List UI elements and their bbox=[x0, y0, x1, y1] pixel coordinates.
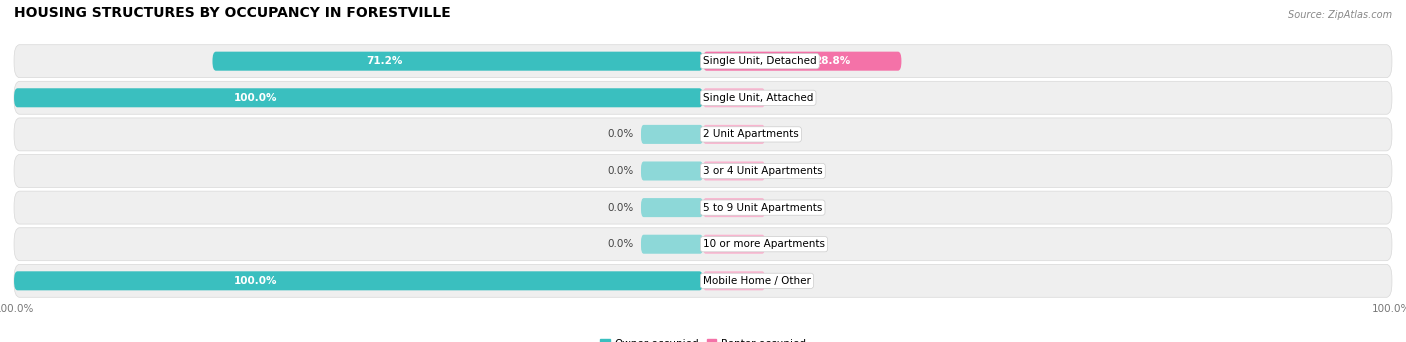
FancyBboxPatch shape bbox=[703, 52, 901, 71]
Text: 0.0%: 0.0% bbox=[607, 166, 634, 176]
Text: 0.0%: 0.0% bbox=[772, 166, 799, 176]
FancyBboxPatch shape bbox=[703, 88, 765, 107]
FancyBboxPatch shape bbox=[703, 235, 765, 254]
FancyBboxPatch shape bbox=[641, 161, 703, 181]
FancyBboxPatch shape bbox=[14, 81, 1392, 114]
Text: 5 to 9 Unit Apartments: 5 to 9 Unit Apartments bbox=[703, 202, 823, 213]
Text: 0.0%: 0.0% bbox=[607, 129, 634, 140]
Text: Single Unit, Detached: Single Unit, Detached bbox=[703, 56, 817, 66]
Text: 100.0%: 100.0% bbox=[233, 93, 277, 103]
FancyBboxPatch shape bbox=[14, 155, 1392, 187]
Text: 0.0%: 0.0% bbox=[772, 276, 799, 286]
Legend: Owner-occupied, Renter-occupied: Owner-occupied, Renter-occupied bbox=[596, 334, 810, 342]
FancyBboxPatch shape bbox=[14, 228, 1392, 261]
FancyBboxPatch shape bbox=[212, 52, 703, 71]
FancyBboxPatch shape bbox=[703, 161, 765, 181]
FancyBboxPatch shape bbox=[641, 235, 703, 254]
Text: 3 or 4 Unit Apartments: 3 or 4 Unit Apartments bbox=[703, 166, 823, 176]
FancyBboxPatch shape bbox=[14, 264, 1392, 297]
FancyBboxPatch shape bbox=[703, 271, 765, 290]
Text: 10 or more Apartments: 10 or more Apartments bbox=[703, 239, 825, 249]
FancyBboxPatch shape bbox=[14, 88, 703, 107]
FancyBboxPatch shape bbox=[703, 125, 765, 144]
FancyBboxPatch shape bbox=[703, 198, 765, 217]
Text: 100.0%: 100.0% bbox=[233, 276, 277, 286]
Text: Single Unit, Attached: Single Unit, Attached bbox=[703, 93, 814, 103]
Text: 0.0%: 0.0% bbox=[607, 239, 634, 249]
FancyBboxPatch shape bbox=[641, 125, 703, 144]
Text: 28.8%: 28.8% bbox=[814, 56, 851, 66]
Text: 0.0%: 0.0% bbox=[607, 202, 634, 213]
Text: Mobile Home / Other: Mobile Home / Other bbox=[703, 276, 811, 286]
Text: 0.0%: 0.0% bbox=[772, 93, 799, 103]
FancyBboxPatch shape bbox=[14, 271, 703, 290]
Text: 2 Unit Apartments: 2 Unit Apartments bbox=[703, 129, 799, 140]
Text: 0.0%: 0.0% bbox=[772, 239, 799, 249]
Text: 0.0%: 0.0% bbox=[772, 129, 799, 140]
Text: 0.0%: 0.0% bbox=[772, 202, 799, 213]
Text: 71.2%: 71.2% bbox=[366, 56, 402, 66]
Text: Source: ZipAtlas.com: Source: ZipAtlas.com bbox=[1288, 10, 1392, 20]
Text: HOUSING STRUCTURES BY OCCUPANCY IN FORESTVILLE: HOUSING STRUCTURES BY OCCUPANCY IN FORES… bbox=[14, 6, 451, 20]
FancyBboxPatch shape bbox=[14, 45, 1392, 78]
FancyBboxPatch shape bbox=[641, 198, 703, 217]
FancyBboxPatch shape bbox=[14, 118, 1392, 151]
FancyBboxPatch shape bbox=[14, 191, 1392, 224]
